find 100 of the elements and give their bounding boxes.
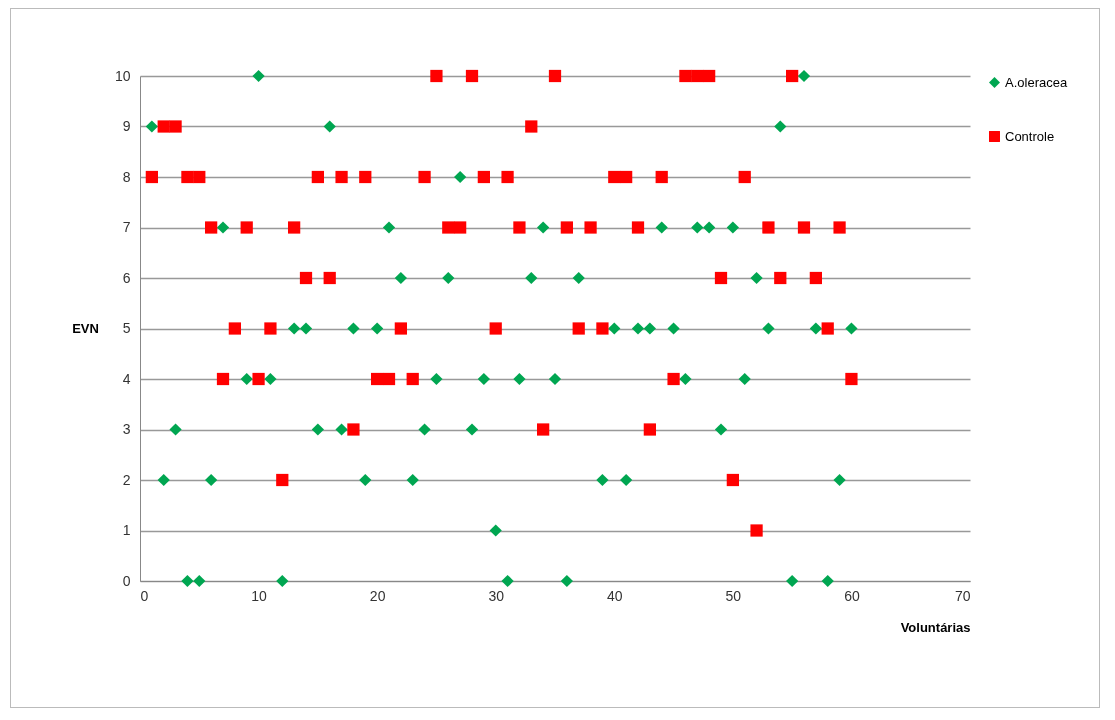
y-axis-title: EVN — [72, 320, 99, 336]
point — [537, 221, 550, 234]
legend-label: A.oleracea — [1005, 74, 1068, 90]
point — [679, 372, 692, 386]
point — [525, 120, 538, 133]
point — [631, 322, 645, 335]
x-tick-label: 0 — [140, 587, 149, 604]
point — [169, 423, 182, 436]
point — [216, 372, 230, 386]
point — [382, 221, 396, 234]
point — [418, 423, 431, 436]
point — [714, 271, 728, 285]
point — [620, 473, 633, 487]
point — [821, 574, 834, 588]
point — [620, 170, 633, 184]
point — [371, 372, 384, 386]
point — [750, 271, 763, 285]
point — [691, 221, 704, 234]
point — [750, 524, 763, 537]
point — [774, 271, 787, 285]
point — [406, 372, 419, 386]
point — [691, 69, 704, 83]
point — [276, 473, 289, 487]
point — [240, 221, 253, 234]
point — [501, 170, 514, 184]
point — [264, 372, 277, 386]
point — [596, 473, 609, 487]
y-tick-label: 4 — [122, 370, 131, 387]
point — [454, 221, 467, 234]
y-tick-label: 1 — [122, 522, 131, 538]
x-tick-label: 40 — [607, 587, 623, 604]
point — [252, 372, 265, 386]
point — [726, 221, 739, 234]
point — [311, 170, 324, 184]
point — [679, 69, 692, 83]
point — [572, 271, 585, 285]
point — [465, 69, 479, 83]
point — [608, 322, 621, 335]
point — [845, 322, 858, 335]
point — [833, 473, 846, 487]
point — [809, 271, 822, 285]
point — [442, 221, 455, 234]
point — [382, 372, 396, 386]
point — [299, 271, 313, 285]
point — [738, 170, 751, 184]
point — [169, 120, 182, 133]
x-tick-label: 20 — [369, 587, 386, 604]
point — [454, 170, 467, 184]
point — [205, 221, 218, 234]
point — [228, 322, 241, 335]
point — [477, 170, 490, 184]
point — [786, 69, 799, 83]
point — [703, 69, 716, 83]
point — [655, 221, 668, 234]
point — [430, 372, 443, 386]
point — [193, 170, 206, 184]
y-tick-label: 5 — [122, 320, 131, 336]
point — [489, 524, 502, 537]
x-tick-label: 60 — [844, 587, 860, 604]
point — [845, 372, 858, 386]
point — [525, 271, 538, 285]
y-tick-label: 6 — [122, 269, 131, 286]
point — [394, 271, 407, 285]
point — [560, 221, 573, 234]
point — [442, 271, 455, 285]
point — [181, 170, 194, 184]
point — [145, 120, 158, 133]
point — [797, 221, 811, 234]
point — [323, 271, 336, 285]
point — [181, 574, 194, 588]
point — [513, 221, 526, 234]
point — [714, 423, 728, 436]
point — [797, 69, 811, 83]
point — [288, 322, 301, 335]
point — [465, 423, 479, 436]
y-tick-label: 2 — [122, 471, 131, 488]
point — [323, 120, 336, 133]
y-tick-label: 0 — [122, 572, 131, 589]
point — [430, 69, 443, 83]
point — [193, 574, 206, 588]
y-tick-label: 7 — [122, 219, 131, 235]
point — [596, 322, 609, 335]
point — [299, 322, 313, 335]
point — [205, 473, 218, 487]
point — [371, 322, 384, 335]
point — [477, 372, 490, 386]
x-tick-label: 70 — [954, 587, 971, 604]
y-tick-label: 10 — [114, 67, 131, 84]
point — [537, 423, 550, 436]
point — [264, 322, 277, 335]
legend-label: Controle — [1005, 128, 1055, 144]
x-axis-title: Voluntárias — [900, 619, 971, 635]
point — [631, 221, 645, 234]
point — [548, 372, 562, 386]
x-tick-label: 30 — [488, 587, 505, 604]
point — [643, 322, 656, 335]
point — [608, 170, 621, 184]
point — [667, 322, 680, 335]
point — [157, 120, 170, 133]
point — [572, 322, 585, 335]
